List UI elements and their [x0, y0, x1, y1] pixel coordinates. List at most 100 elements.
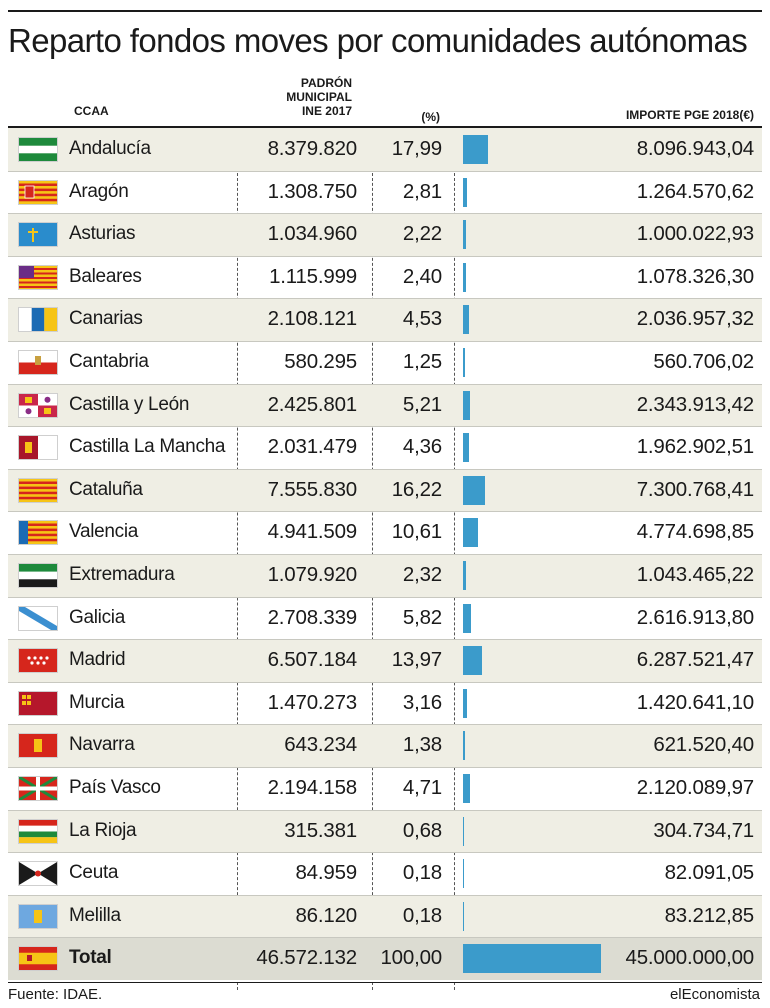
region-name: Canarias	[69, 308, 143, 330]
table-row: La Rioja 315.381 0,68 304.734,71	[8, 809, 762, 853]
padron-value: 2.031.479	[267, 435, 358, 459]
valencia-flag-icon	[18, 520, 58, 546]
table-row: Extremadura 1.079.920 2,32 1.043.465,22	[8, 554, 762, 597]
importe-bar	[463, 774, 470, 803]
padron-value: 2.108.121	[267, 307, 358, 331]
region-name: Aragón	[69, 180, 129, 202]
region-name: Baleares	[69, 265, 142, 287]
region-name: Madrid	[69, 649, 126, 671]
region-name: Asturias	[69, 223, 136, 245]
region-name: Total	[69, 947, 112, 969]
andalucia-flag-icon	[18, 137, 58, 162]
table-row: Madrid 6.507.184 13,97 6.287.521,47	[8, 639, 762, 682]
table-row: Canarias 2.108.121 4,53 2.036.957,32	[8, 298, 762, 341]
pct-value: 4,71	[402, 776, 442, 799]
region-name: Extremadura	[69, 564, 175, 585]
table-row: Asturias 1.034.960 2,22 1.000.022,93	[8, 213, 762, 256]
importe-value: 2.343.913,42	[636, 392, 754, 416]
pct-value: 1,25	[402, 350, 442, 373]
row-separator	[8, 767, 762, 768]
pct-value: 4,53	[402, 307, 442, 331]
row-separator	[8, 937, 762, 939]
padron-value: 8.379.820	[267, 137, 358, 160]
padron-value: 315.381	[284, 818, 357, 842]
table-row: Cantabria 580.295 1,25 560.706,02	[8, 341, 762, 384]
spain-flag-icon	[18, 946, 58, 972]
table-row: Murcia 1.470.273 3,16 1.420.641,10	[8, 681, 762, 725]
data-table: Andalucía 8.379.820 17,99 8.096.943,04 Aragó…	[8, 126, 762, 990]
importe-bar	[463, 262, 467, 292]
row-separator	[8, 468, 762, 470]
importe-value: 1.078.326,30	[636, 264, 754, 288]
table-row: Melilla 86.120 0,18 83.212,85	[8, 894, 762, 938]
padron-value: 643.234	[284, 733, 357, 757]
padron-value: 86.120	[295, 903, 357, 927]
importe-value: 1.962.902,51	[636, 435, 754, 459]
cantabria-flag-icon	[18, 350, 58, 375]
asturias-flag-icon	[18, 222, 58, 248]
importe-bar	[463, 433, 470, 463]
pct-value: 1,38	[402, 733, 442, 757]
melilla-flag-icon	[18, 903, 58, 929]
row-separator	[8, 298, 762, 300]
padron-value: 84.959	[295, 861, 357, 885]
castilla-la-mancha-flag-icon	[18, 435, 58, 461]
region-name: Melilla	[69, 904, 121, 926]
murcia-flag-icon	[18, 690, 58, 716]
table-row: Cataluña 7.555.830 16,22 7.300.768,41	[8, 468, 762, 512]
importe-value: 82.091,05	[664, 861, 755, 885]
ceuta-flag-icon	[18, 861, 58, 887]
padron-value: 2.194.158	[267, 776, 358, 799]
header-padron-line2: MUNICIPAL	[286, 90, 352, 104]
padron-value: 1.115.999	[269, 264, 357, 288]
total-row: Total 46.572.132 100,00 45.000.000,00	[8, 937, 762, 980]
pct-value: 2,32	[402, 563, 442, 586]
importe-bar	[463, 944, 601, 974]
header-importe: IMPORTE PGE 2018(€)	[625, 108, 754, 122]
importe-bar	[463, 348, 465, 377]
pct-value: 0,68	[402, 818, 442, 842]
importe-bar	[463, 731, 465, 761]
table-top-rule	[8, 126, 762, 128]
row-separator	[8, 681, 762, 683]
importe-bar	[463, 859, 464, 889]
la-rioja-flag-icon	[18, 818, 58, 844]
region-name: Cantabria	[69, 351, 149, 372]
importe-bar	[463, 475, 486, 505]
importe-value: 2.120.089,97	[636, 776, 754, 799]
padron-value: 4.941.509	[267, 520, 358, 544]
region-name: Ceuta	[69, 862, 119, 884]
importe-bar	[463, 901, 464, 931]
padron-value: 1.034.960	[267, 222, 358, 246]
pct-value: 3,16	[402, 690, 442, 714]
padron-value: 6.507.184	[267, 648, 358, 672]
pct-value: 4,36	[402, 435, 442, 459]
region-name: Murcia	[69, 691, 125, 713]
region-name: Castilla y León	[69, 393, 190, 415]
galicia-flag-icon	[18, 605, 58, 631]
header-padron-line3: INE 2017	[301, 104, 352, 118]
table-row: Ceuta 84.959 0,18 82.091,05	[8, 852, 762, 895]
row-separator	[8, 511, 762, 513]
top-rule	[8, 10, 762, 12]
region-name: Navarra	[69, 734, 135, 756]
header-padron: PADRÓN MUNICIPAL INE 2017	[246, 76, 352, 118]
importe-value: 45.000.000,00	[625, 946, 755, 970]
region-name: Valencia	[69, 521, 139, 543]
pct-value: 2,40	[402, 264, 442, 288]
importe-bar	[463, 390, 471, 420]
importe-bar	[463, 305, 470, 335]
row-separator	[8, 383, 762, 385]
region-name: País Vasco	[69, 777, 161, 798]
row-separator	[8, 852, 762, 854]
row-separator	[8, 341, 762, 342]
row-separator	[8, 809, 762, 811]
importe-value: 1.264.570,62	[636, 179, 754, 203]
pct-value: 16,22	[391, 477, 443, 501]
pct-value: 17,99	[391, 137, 443, 160]
table-row: País Vasco 2.194.158 4,71 2.120.089,97	[8, 767, 762, 810]
table-row: Castilla y León 2.425.801 5,21 2.343.913,42	[8, 383, 762, 427]
header-pct: (%)	[421, 110, 440, 124]
castilla-leon-flag-icon	[18, 392, 58, 418]
padron-value: 1.308.750	[267, 179, 358, 203]
